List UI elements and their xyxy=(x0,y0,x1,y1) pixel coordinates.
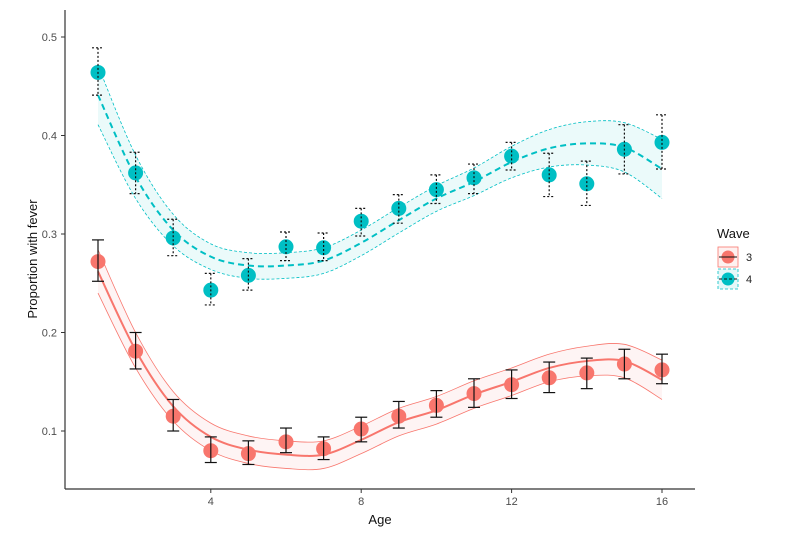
data-point-wave-4 xyxy=(278,239,294,255)
fit-band-lower-wave-3 xyxy=(97,292,663,471)
x-axis-label: Age xyxy=(368,512,391,527)
legend-point-wave-4 xyxy=(721,272,735,286)
x-tick-label: 12 xyxy=(505,496,517,508)
data-point-wave-4 xyxy=(654,134,670,150)
x-tick-label: 8 xyxy=(358,496,364,508)
y-ticks: 0.1 0.2 0.3 0.4 0.5 xyxy=(42,32,65,438)
fit-band-wave-3 xyxy=(98,249,662,470)
x-ticks: 4 8 12 16 xyxy=(208,489,668,508)
x-tick-label: 16 xyxy=(656,496,668,508)
legend-label-wave-4: 4 xyxy=(746,274,752,286)
x-tick-label: 4 xyxy=(208,496,214,508)
legend-label-wave-3: 3 xyxy=(746,252,752,264)
legend: Wave 3 4 xyxy=(717,226,752,290)
y-tick-label: 0.1 xyxy=(42,426,57,438)
data-point-wave-4 xyxy=(316,240,332,256)
y-tick-label: 0.5 xyxy=(42,32,57,44)
legend-title: Wave xyxy=(717,226,750,241)
y-axis-label: Proportion with fever xyxy=(25,199,40,319)
y-tick-label: 0.2 xyxy=(42,328,57,340)
y-tick-label: 0.3 xyxy=(42,229,57,241)
y-tick-label: 0.4 xyxy=(42,131,57,143)
data-point-wave-4 xyxy=(579,176,595,192)
fit-band-lower-wave-4 xyxy=(97,124,663,280)
error-bars xyxy=(92,47,668,466)
data-point-wave-4 xyxy=(165,230,181,246)
fit-band-wave-4 xyxy=(98,65,662,280)
data-point-wave-4 xyxy=(428,182,444,198)
fit-band-upper-wave-3 xyxy=(97,249,663,443)
fit-bands xyxy=(97,65,663,471)
fit-band-upper-wave-4 xyxy=(97,65,663,254)
